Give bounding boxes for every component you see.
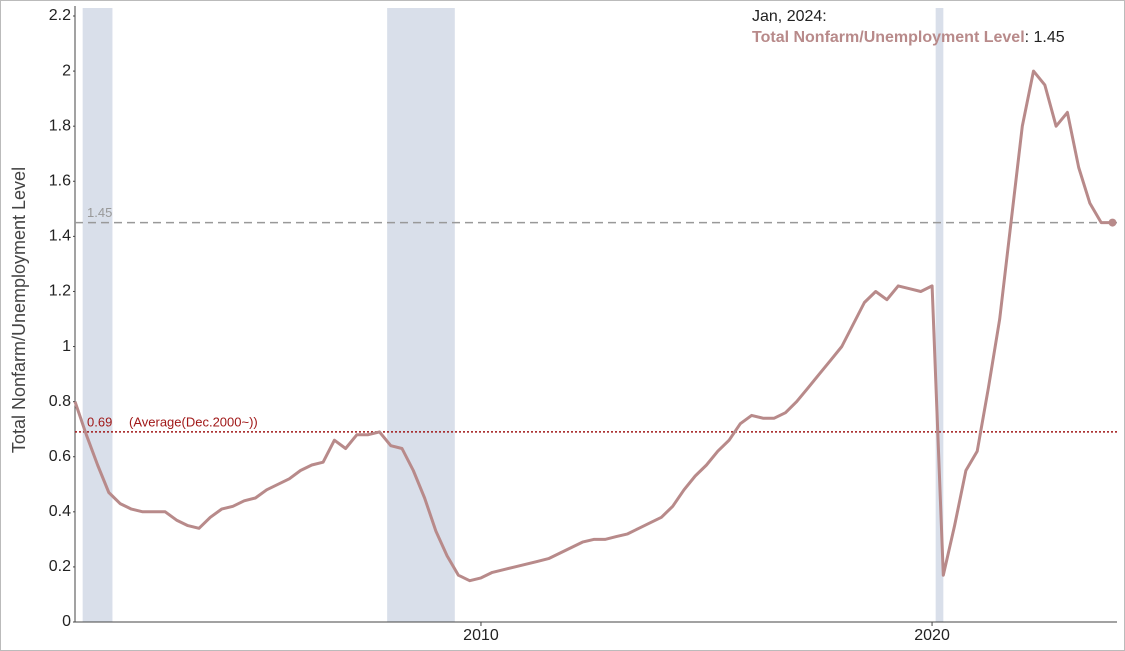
y-tick-label: 1.8	[49, 117, 71, 134]
y-tick-label: 0.2	[49, 558, 71, 575]
y-axis-label: Total Nonfarm/Unemployment Level	[9, 167, 29, 453]
tooltip-date: Jan, 2024:	[752, 8, 827, 25]
y-tick-label: 2.2	[49, 7, 71, 24]
recession-band	[82, 8, 113, 622]
tooltip-value: 1.45	[1034, 29, 1065, 46]
y-tick-label: 2	[62, 62, 71, 79]
average-label: (Average(Dec.2000~))	[129, 414, 258, 429]
tooltip-series: Total Nonfarm/Unemployment Level	[752, 29, 1025, 46]
x-tick-label: 2010	[463, 627, 499, 644]
y-tick-label: 0.6	[49, 448, 71, 465]
series-line	[73, 69, 1113, 583]
average-value: 0.69	[87, 414, 112, 429]
y-tick-label: 1	[62, 338, 71, 355]
last-point	[1108, 218, 1117, 227]
y-tick-label: 1.2	[49, 283, 71, 300]
x-tick-label: 2020	[914, 627, 950, 644]
y-tick-label: 1.4	[49, 228, 71, 245]
y-tick-label: 0.8	[49, 393, 71, 410]
y-tick-label: 0.4	[49, 503, 71, 520]
y-tick-label: 1.6	[49, 172, 71, 189]
y-tick-label: 0	[62, 613, 71, 630]
recession-band	[387, 8, 455, 622]
latest-value: 1.45	[87, 205, 112, 220]
recession-band	[935, 8, 944, 622]
tooltip-separator: :	[1025, 29, 1034, 46]
tooltip-entry: Total Nonfarm/Unemployment Level: 1.45	[752, 29, 1065, 46]
